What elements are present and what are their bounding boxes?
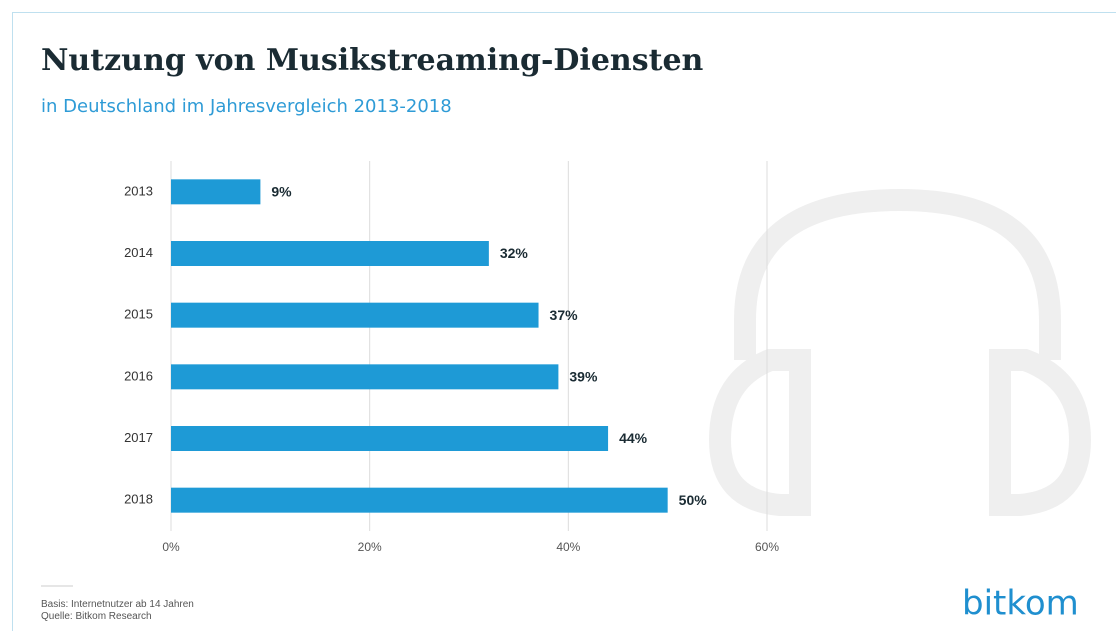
y-tick-label: 2013 <box>124 183 153 198</box>
frame <box>12 12 1116 631</box>
value-label: 37% <box>550 307 579 323</box>
x-tick-label: 0% <box>162 540 180 554</box>
x-tick-label: 60% <box>755 540 779 554</box>
headphone-icon <box>708 188 1092 516</box>
y-tick-label: 2017 <box>124 430 153 445</box>
value-label: 44% <box>619 430 648 446</box>
footnote: Basis: Internetnutzer ab 14 Jahren <box>41 599 194 610</box>
value-label: 9% <box>271 184 292 200</box>
bar <box>171 487 668 513</box>
y-tick-label: 2016 <box>124 368 153 383</box>
chart-title: Nutzung von Musikstreaming-Diensten <box>41 43 704 78</box>
bar <box>171 179 261 205</box>
value-label: 39% <box>569 369 598 385</box>
bar <box>171 302 539 328</box>
bar <box>171 241 489 266</box>
value-label: 32% <box>500 245 529 261</box>
y-tick-label: 2014 <box>124 245 153 260</box>
bar <box>171 364 559 390</box>
bar <box>171 426 609 451</box>
x-tick-label: 20% <box>358 540 382 554</box>
y-tick-label: 2015 <box>124 307 153 322</box>
logo: bitkom <box>962 584 1079 624</box>
x-tick-label: 40% <box>556 540 580 554</box>
chart-subtitle: in Deutschland im Jahresvergleich 2013-2… <box>41 96 452 117</box>
footnote: Quelle: Bitkom Research <box>41 611 152 622</box>
y-tick-label: 2018 <box>124 492 153 507</box>
value-label: 50% <box>679 492 708 508</box>
